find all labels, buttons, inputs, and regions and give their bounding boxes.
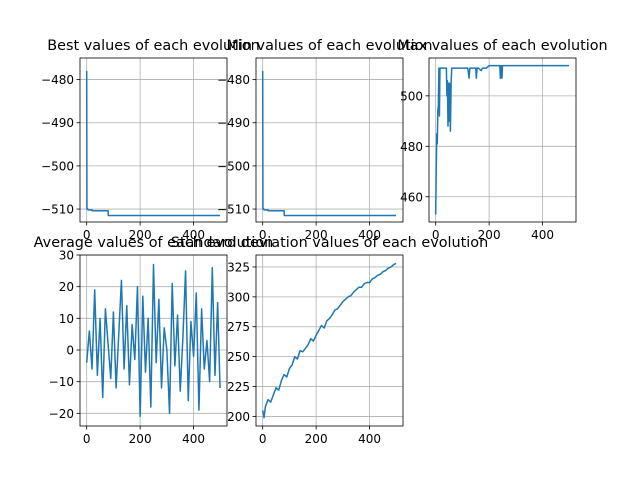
y-tick-label: 10	[59, 312, 74, 326]
x-tick-label: 0	[83, 228, 91, 242]
x-tick-label: 200	[305, 228, 328, 242]
axes-frame	[428, 57, 577, 223]
y-tick-label: −510	[217, 203, 250, 217]
x-tick-label: 0	[259, 228, 267, 242]
chart-title-stddev: Standard deviation values of each evolut…	[171, 235, 488, 251]
y-tick-label: −510	[41, 203, 74, 217]
y-tick-label: 30	[59, 249, 74, 263]
y-tick-label: 250	[227, 350, 250, 364]
y-tick-label: 480	[400, 140, 423, 154]
axes-frame	[255, 254, 404, 427]
y-tick-label: 0	[66, 344, 74, 358]
y-tick-label: −500	[41, 159, 74, 173]
axes-frame	[79, 254, 228, 427]
x-tick-label: 400	[182, 432, 205, 446]
y-tick-label: −490	[217, 116, 250, 130]
x-tick-label: 0	[83, 432, 91, 446]
y-tick-label: −490	[41, 116, 74, 130]
x-tick-label: 400	[358, 228, 381, 242]
x-tick-label: 0	[432, 228, 440, 242]
y-tick-label: −500	[217, 159, 250, 173]
y-tick-label: 460	[400, 190, 423, 204]
chart-title-best: Best values of each evolution	[47, 38, 259, 54]
series-line-best-0	[85, 70, 221, 217]
subplot-max: 0 200 400 460 480 500	[400, 57, 577, 242]
series-line-stddev-0	[261, 262, 397, 419]
series-line-min-0	[261, 70, 397, 217]
chart-title-max: Max values of each evolution	[397, 38, 607, 54]
x-tick-label: 200	[478, 228, 501, 242]
x-tick-label: 400	[531, 228, 554, 242]
subplot-stddev: 0 200 400 200 225 250 275 300 325	[227, 254, 404, 446]
y-tick-label: −20	[49, 407, 74, 421]
subplot-best: 0 200 400 −510 −500 −490 −480	[41, 57, 228, 242]
y-tick-label: 500	[400, 89, 423, 103]
x-tick-label: 400	[182, 228, 205, 242]
series-line-average-0	[85, 263, 221, 418]
chart-title-min: Min values of each evolution	[226, 38, 432, 54]
subplot-average: 0 200 400 −20 −10 0 10 20 30	[49, 249, 228, 446]
x-tick-label: 200	[129, 432, 152, 446]
y-tick-label: 300	[227, 290, 250, 304]
x-tick-label: 400	[358, 432, 381, 446]
y-tick-label: 200	[227, 410, 250, 424]
y-tick-label: −480	[41, 73, 74, 87]
x-tick-label: 200	[305, 432, 328, 446]
series-line-max-0	[434, 64, 570, 215]
chart-title-average: Average values of each evolution	[34, 235, 274, 251]
y-tick-label: 275	[227, 320, 250, 334]
y-tick-label: 325	[227, 260, 250, 274]
y-tick-label: −10	[49, 375, 74, 389]
subplot-min: 0 200 400 −510 −500 −490 −480	[217, 57, 404, 242]
axes-frame	[255, 57, 404, 223]
y-tick-label: −480	[217, 73, 250, 87]
axes-frame	[79, 57, 228, 223]
x-tick-label: 0	[259, 432, 267, 446]
y-tick-label: 20	[59, 280, 74, 294]
y-tick-label: 225	[227, 380, 250, 394]
x-tick-label: 200	[129, 228, 152, 242]
